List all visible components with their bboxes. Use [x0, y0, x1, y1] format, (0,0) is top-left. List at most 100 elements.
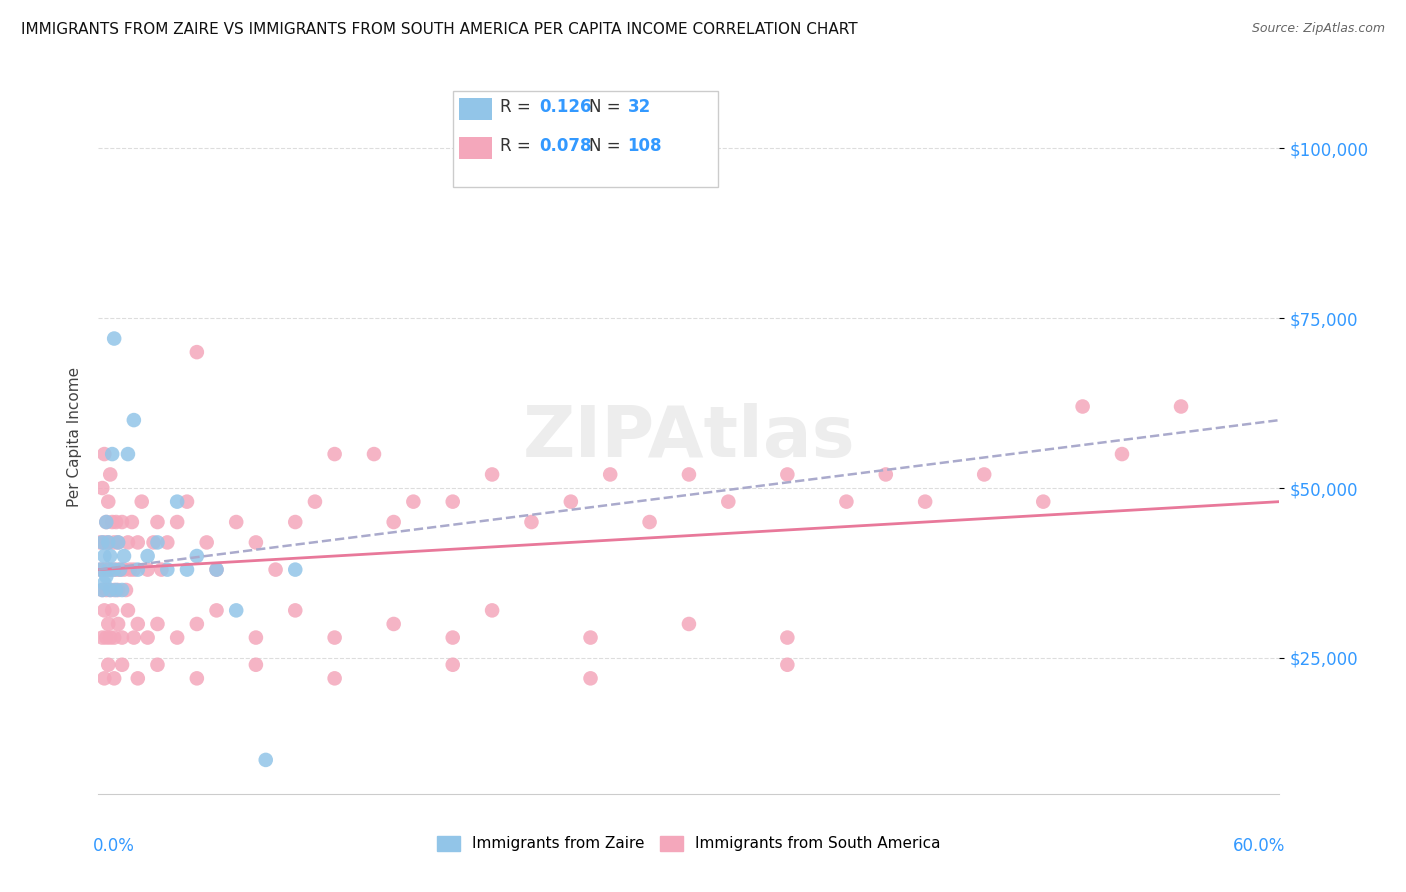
Point: [108, 563, 131, 577]
Point: [89, 535, 111, 549]
Point: [93, 671, 115, 685]
Point: [91, 481, 114, 495]
Point: [146, 535, 169, 549]
Point: [111, 631, 134, 645]
Point: [776, 657, 799, 672]
Point: [245, 631, 267, 645]
Point: [98, 467, 121, 482]
Point: [146, 657, 169, 672]
Point: [481, 603, 503, 617]
Point: [127, 563, 149, 577]
Point: [176, 563, 198, 577]
Point: [136, 631, 159, 645]
Point: [96, 631, 118, 645]
Point: [101, 447, 124, 461]
Point: [914, 494, 936, 508]
Point: [1032, 494, 1054, 508]
Point: [91, 631, 114, 645]
Point: [97, 494, 120, 508]
Point: [150, 563, 173, 577]
Y-axis label: Per Capita Income: Per Capita Income: [66, 367, 82, 508]
Point: [323, 631, 346, 645]
Point: [1071, 400, 1094, 414]
Point: [579, 631, 602, 645]
Point: [835, 494, 858, 508]
Point: [117, 447, 139, 461]
Point: [93, 549, 115, 563]
Point: [402, 494, 425, 508]
Point: [579, 671, 602, 685]
Point: [166, 631, 188, 645]
Point: [973, 467, 995, 482]
Legend: Immigrants from Zaire, Immigrants from South America: Immigrants from Zaire, Immigrants from S…: [432, 830, 946, 857]
Point: [98, 582, 121, 597]
Point: [225, 603, 247, 617]
Point: [382, 617, 405, 632]
Text: 108: 108: [627, 137, 662, 155]
Point: [107, 582, 129, 597]
Point: [186, 549, 208, 563]
Point: [89, 563, 111, 577]
Text: N =: N =: [589, 137, 626, 155]
Point: [97, 617, 120, 632]
Point: [122, 413, 145, 427]
Point: [560, 494, 582, 508]
Point: [245, 535, 267, 549]
Point: [117, 603, 139, 617]
Text: R =: R =: [501, 98, 536, 116]
Point: [112, 549, 135, 563]
Point: [98, 582, 121, 597]
Point: [98, 631, 121, 645]
Point: [93, 447, 115, 461]
Bar: [458, 137, 492, 159]
Point: [111, 515, 134, 529]
Point: [96, 515, 118, 529]
Point: [97, 563, 120, 577]
Point: [103, 332, 125, 346]
Point: [245, 657, 267, 672]
Point: [122, 563, 145, 577]
Point: [107, 535, 129, 549]
Point: [323, 671, 346, 685]
Point: [264, 563, 287, 577]
Point: [105, 563, 128, 577]
Point: [91, 535, 114, 549]
Point: [91, 582, 114, 597]
Text: N =: N =: [589, 98, 626, 116]
Point: [97, 535, 120, 549]
Text: 60.0%: 60.0%: [1233, 837, 1285, 855]
Point: [186, 345, 208, 359]
Point: [1111, 447, 1133, 461]
Point: [93, 603, 115, 617]
Point: [1170, 400, 1192, 414]
Point: [176, 494, 198, 508]
Point: [166, 494, 188, 508]
Point: [254, 753, 277, 767]
Point: [678, 617, 700, 632]
Text: 0.126: 0.126: [538, 98, 592, 116]
Point: [363, 447, 385, 461]
Text: Source: ZipAtlas.com: Source: ZipAtlas.com: [1251, 22, 1385, 36]
Point: [108, 563, 131, 577]
Point: [304, 494, 326, 508]
Point: [111, 582, 134, 597]
Point: [105, 515, 128, 529]
Point: [638, 515, 661, 529]
Point: [284, 563, 307, 577]
Point: [776, 467, 799, 482]
Point: [195, 535, 218, 549]
Point: [186, 671, 208, 685]
Point: [93, 576, 115, 591]
Text: 32: 32: [627, 98, 651, 116]
Point: [107, 617, 129, 632]
Text: 0.0%: 0.0%: [93, 837, 135, 855]
Point: [96, 515, 118, 529]
Point: [166, 515, 188, 529]
Point: [98, 549, 121, 563]
Point: [101, 515, 124, 529]
Point: [103, 535, 125, 549]
Point: [156, 535, 179, 549]
Point: [121, 515, 143, 529]
Point: [382, 515, 405, 529]
Point: [122, 631, 145, 645]
